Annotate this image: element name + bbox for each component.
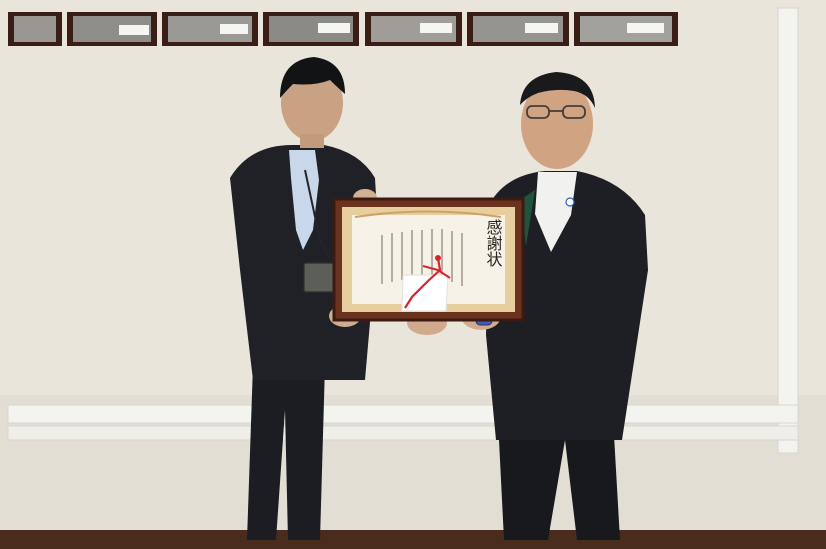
certificate-ornament <box>354 210 502 218</box>
ribbon-bow <box>435 255 441 261</box>
right-man-shirt <box>535 172 577 252</box>
left-man-trousers <box>247 365 325 540</box>
right-man-face <box>521 79 593 169</box>
vertical-pipe <box>777 7 799 454</box>
left-man-hair <box>280 57 345 98</box>
red-ribbon <box>404 257 442 309</box>
name-plate <box>119 25 149 35</box>
floor-strip <box>0 530 826 549</box>
lapel-pin <box>565 197 575 207</box>
right-man <box>407 72 648 540</box>
horizontal-pipe <box>7 404 799 424</box>
right-man-hair <box>520 72 595 108</box>
certificate-heading: 感謝状 <box>484 219 503 267</box>
name-plate <box>318 23 350 33</box>
name-plate <box>627 23 664 33</box>
portrait-frames <box>8 12 678 46</box>
name-plate <box>220 24 248 34</box>
left-man-neck <box>300 134 324 148</box>
left-man-lanyard <box>304 169 331 259</box>
portrait-photo <box>14 16 56 42</box>
name-plate <box>525 23 558 33</box>
glasses-left-lens <box>526 105 550 119</box>
certificate-text-lines <box>381 229 463 286</box>
left-man-shirt <box>289 150 319 250</box>
name-plate <box>420 23 452 33</box>
red-ribbon-knot <box>422 265 451 279</box>
lower-pipe <box>7 425 799 441</box>
gift-envelope <box>401 274 449 312</box>
glasses-right-lens <box>562 105 586 119</box>
certificate: 感謝状 <box>332 197 525 322</box>
